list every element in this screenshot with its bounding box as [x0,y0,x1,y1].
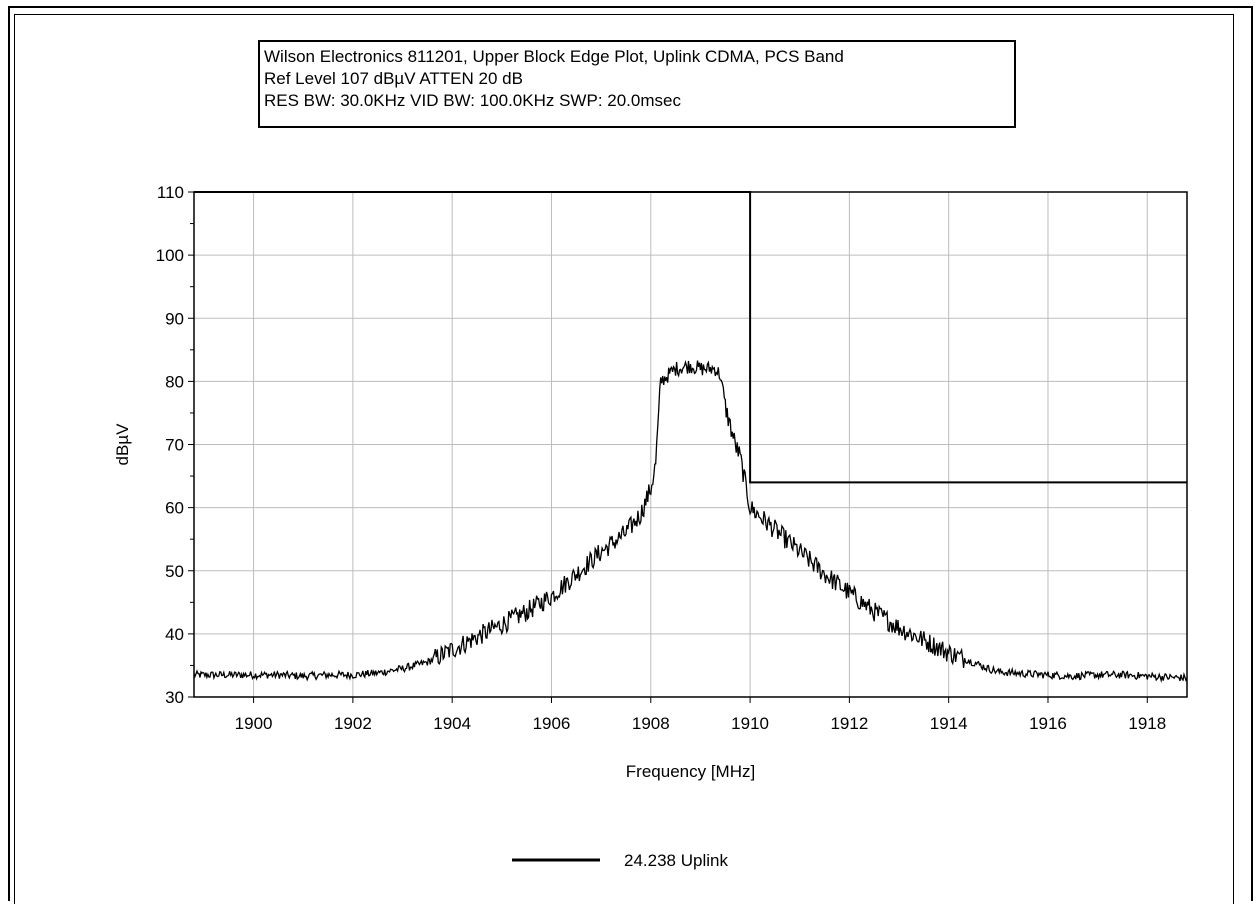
y-tick-label: 30 [165,688,184,707]
y-tick-label: 60 [165,499,184,518]
y-tick-label: 80 [165,372,184,391]
tick-labels: 1900 1902 1904 1906 1908 1910 1912 1914 1916 1918… [156,183,1167,733]
x-tick-label: 1912 [830,714,868,733]
y-tick-label: 90 [165,309,184,328]
axis-ticks [188,191,1148,703]
inner-frame [14,14,1234,904]
grid-lines [194,191,1187,698]
x-tick-label: 1906 [533,714,571,733]
x-tick-label: 1916 [1029,714,1067,733]
info-line-2: Ref Level 107 dBµV ATTEN 20 dB [264,69,523,88]
x-tick-label: 1918 [1128,714,1166,733]
x-tick-label: 1900 [235,714,273,733]
info-line-3: RES BW: 30.0KHz VID BW: 100.0KHz SWP: 20… [264,91,681,110]
outer-frame [8,6,1253,901]
x-tick-label: 1910 [731,714,769,733]
y-tick-label: 40 [165,625,184,644]
x-tick-label: 1908 [632,714,670,733]
y-tick-label: 100 [156,246,184,265]
legend-label: 24.238 Uplink [624,851,728,870]
info-line-1: Wilson Electronics 811201, Upper Block E… [264,47,844,66]
chart-info-box: Wilson Electronics 811201, Upper Block E… [258,40,1016,128]
y-tick-label: 50 [165,562,184,581]
x-tick-label: 1914 [930,714,968,733]
y-axis-label: dBµV [113,423,132,466]
x-axis-label: Frequency [MHz] [626,762,755,781]
limit-line [194,191,1187,484]
x-tick-label: 1902 [334,714,372,733]
series-line [193,359,1188,683]
y-tick-label: 70 [165,436,184,455]
legend: 24.238 Uplink [512,851,728,870]
y-tick-label: 110 [157,183,184,202]
x-tick-label: 1904 [433,714,471,733]
